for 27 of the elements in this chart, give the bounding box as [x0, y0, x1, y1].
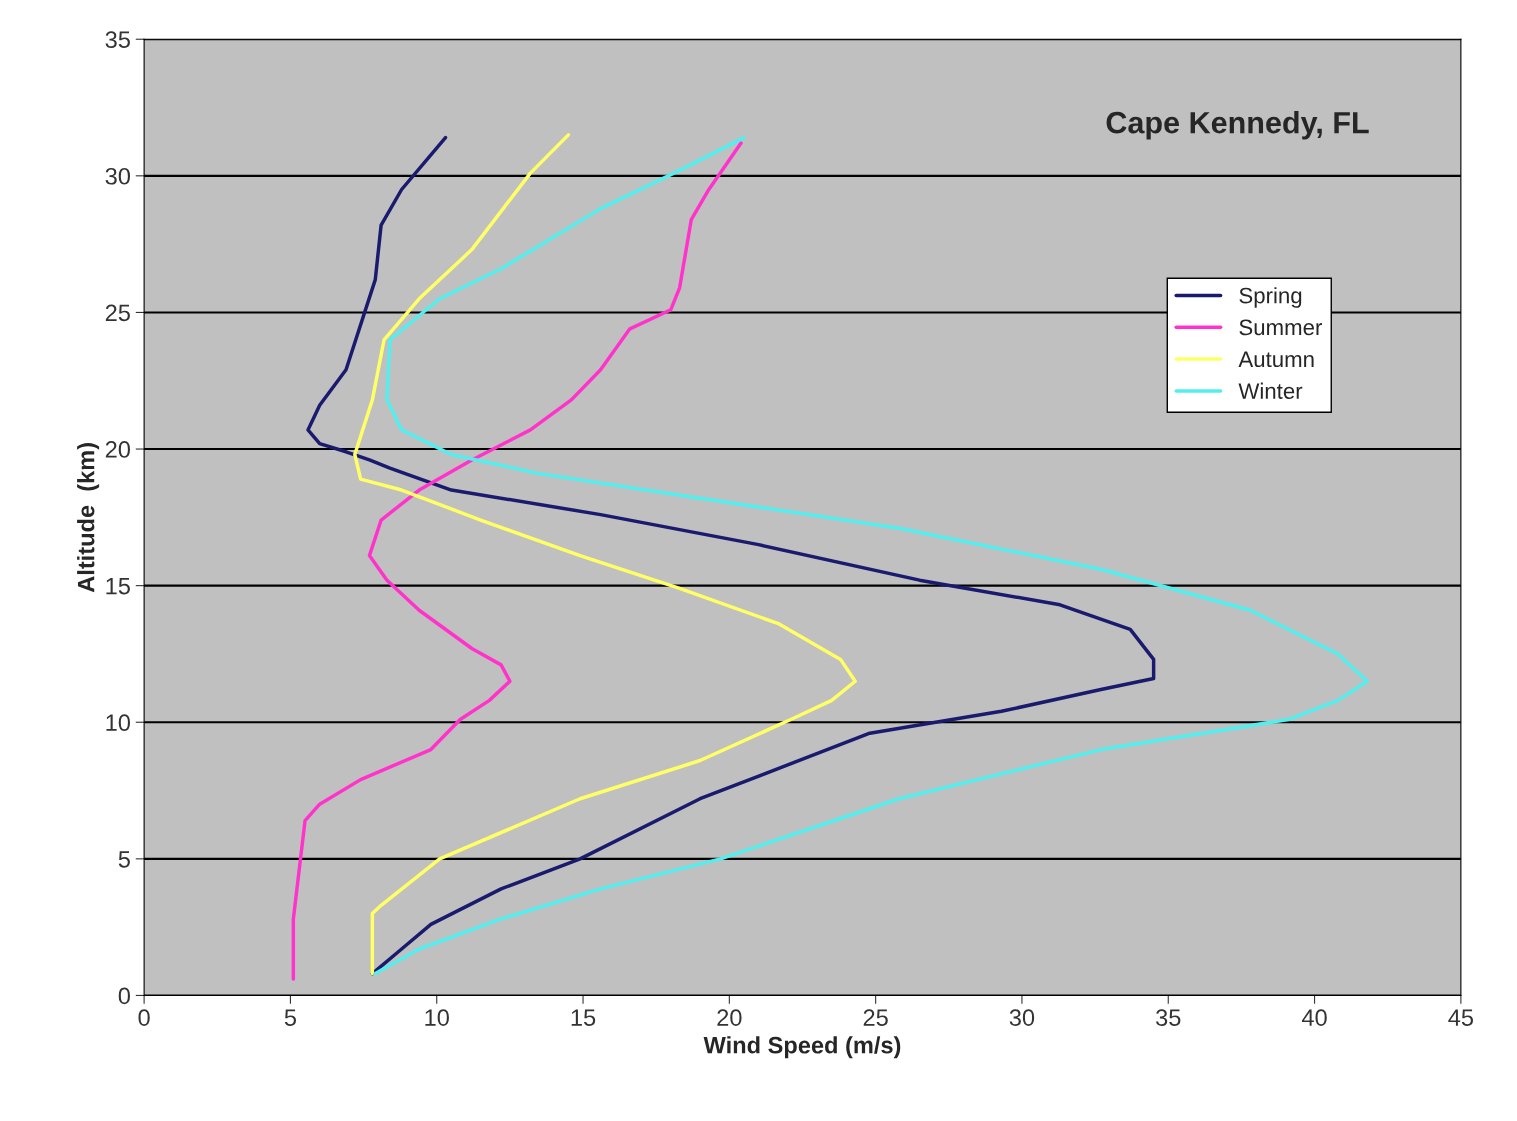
x-tick-label: 20	[717, 1009, 742, 1026]
legend-label: Autumn	[1238, 351, 1314, 368]
y-axis-title: Altitude (km)	[77, 443, 100, 593]
y-tick-label: 35	[105, 31, 130, 49]
legend-label: Spring	[1239, 287, 1302, 308]
x-tick-label: 0	[138, 1009, 150, 1026]
x-tick-label: 25	[863, 1009, 888, 1026]
line-series	[353, 133, 857, 976]
y-tick-label: 5	[118, 851, 130, 868]
x-tick-label: 30	[1009, 1009, 1035, 1026]
x-tick-label: 10	[425, 1009, 449, 1026]
x-axis-title: Wind Speed (m/s)	[703, 1036, 901, 1059]
y-tick-label: 0	[118, 987, 130, 1005]
x-tick-label: 5	[284, 1009, 296, 1026]
text: Cape Kennedy, FL	[1106, 111, 1369, 140]
x-tick-label: 15	[571, 1009, 596, 1026]
y-tick-label: 25	[105, 304, 130, 322]
x-tick-label: 40	[1301, 1009, 1327, 1026]
y-tick-label: 10	[106, 714, 130, 732]
y-tick-label: 30	[105, 167, 130, 185]
y-tick-label: 15	[106, 577, 130, 595]
y-tick-label: 20	[105, 441, 130, 458]
legend-label: Summer	[1239, 319, 1322, 336]
line-series	[291, 141, 743, 981]
x-tick-label: 35	[1156, 1009, 1181, 1026]
legend-label: Winter	[1238, 382, 1303, 399]
x-tick-label: 45	[1448, 1009, 1474, 1026]
